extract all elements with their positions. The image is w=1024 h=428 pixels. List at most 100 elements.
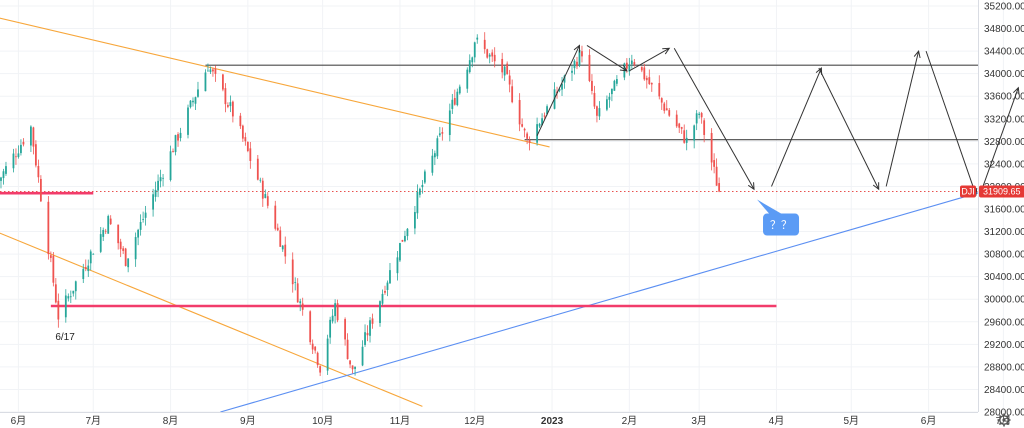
candle-body	[451, 99, 454, 109]
candle-body	[336, 303, 339, 321]
candle-body	[212, 69, 214, 72]
candle-body	[174, 135, 177, 153]
candle-body	[246, 141, 249, 151]
last-price-label: 31909.65	[983, 187, 1021, 197]
candle-body	[501, 58, 504, 73]
candle-body	[596, 106, 598, 116]
candle-body	[441, 132, 444, 134]
x-tick-label: 7月	[85, 415, 101, 427]
callout-text: ？？	[770, 220, 792, 232]
scenario-arrow	[673, 48, 755, 190]
candle-body	[122, 248, 125, 251]
candle-body	[67, 296, 70, 299]
candle-body	[69, 296, 72, 298]
x-tick-label: 2023	[541, 416, 564, 427]
candle-body	[508, 75, 511, 85]
low-date-label: 6/17	[55, 332, 75, 343]
candle-body	[521, 124, 524, 127]
candle-body	[49, 255, 52, 258]
last-price-box	[979, 185, 1024, 198]
candle-body	[107, 216, 110, 234]
x-tick-label: 6月	[921, 415, 937, 427]
candle-body	[12, 153, 15, 169]
candle-body	[401, 239, 404, 242]
candle-body	[244, 137, 247, 142]
candle-body	[179, 132, 182, 139]
arrow-head	[619, 64, 628, 72]
candle-body	[456, 91, 459, 106]
x-tick-label: 2月	[622, 415, 638, 427]
candle-body	[406, 228, 409, 237]
scenario-arrow	[771, 67, 822, 187]
candle-body	[665, 108, 668, 111]
price-levels	[0, 64, 978, 308]
y-tick-label: 31600.00	[984, 205, 1024, 216]
candle-body	[229, 102, 232, 107]
candle-body	[296, 283, 299, 303]
candle-body	[680, 127, 683, 129]
candle-body	[239, 115, 242, 127]
settings-gear-icon[interactable]	[997, 413, 1011, 427]
candle-body	[613, 80, 616, 91]
candle-body	[526, 133, 529, 139]
candle-body	[578, 49, 581, 66]
candle-body	[718, 183, 721, 192]
candle-body	[558, 89, 561, 91]
candle-body	[563, 75, 566, 83]
trendline	[0, 232, 423, 407]
candle-body	[259, 179, 262, 181]
candle-body	[588, 54, 591, 81]
candle-body	[22, 141, 25, 145]
candle-body	[598, 108, 601, 117]
candle-body	[197, 89, 199, 97]
candle-body	[491, 52, 494, 57]
candle-body	[266, 196, 269, 206]
candle-body	[384, 290, 386, 293]
candle-body	[204, 72, 207, 92]
candle-body	[511, 86, 514, 103]
candle-body	[124, 248, 127, 266]
x-tick-label: 5月	[843, 415, 859, 427]
candle-body	[591, 80, 593, 91]
candle-body	[678, 123, 681, 128]
scenario-arrow	[925, 50, 977, 196]
scenario-arrow	[818, 67, 880, 190]
candle-body	[316, 352, 319, 366]
trendlines	[0, 17, 982, 413]
candle-body	[693, 125, 696, 141]
candle-body	[222, 74, 224, 90]
candle-body	[5, 166, 7, 174]
y-tick-label: 28800.00	[984, 362, 1024, 373]
x-axis: 6月 7月 8月 9月 10月 11月 12月 2023 2月 3月 4月 5月 6月 7月	[0, 412, 1011, 427]
candle-body	[576, 61, 578, 67]
candle-body	[39, 178, 42, 202]
candle-body	[421, 184, 424, 188]
y-tick-label: 31200.00	[984, 227, 1024, 238]
candles	[0, 32, 721, 377]
candle-body	[34, 144, 37, 166]
candle-body	[64, 295, 67, 318]
candle-body	[261, 180, 264, 199]
candle-body	[169, 151, 172, 181]
candle-body	[615, 79, 618, 84]
candle-body	[334, 303, 337, 317]
candle-body	[274, 205, 277, 229]
candle-body	[354, 366, 356, 369]
candle-body	[628, 64, 631, 72]
scenario-arrow	[629, 47, 670, 72]
y-tick-label: 29600.00	[984, 317, 1024, 328]
candle-body	[713, 160, 716, 167]
symbol-tag	[960, 185, 976, 198]
callout-pointer	[757, 199, 782, 214]
candle-body	[433, 153, 436, 158]
candle-body	[109, 218, 112, 225]
candle-body	[541, 118, 543, 126]
candle-body	[256, 158, 259, 180]
candle-body	[57, 300, 60, 320]
candle-body	[249, 148, 252, 161]
candle-body	[157, 180, 159, 191]
candle-body	[700, 113, 703, 118]
candle-body	[281, 245, 284, 250]
